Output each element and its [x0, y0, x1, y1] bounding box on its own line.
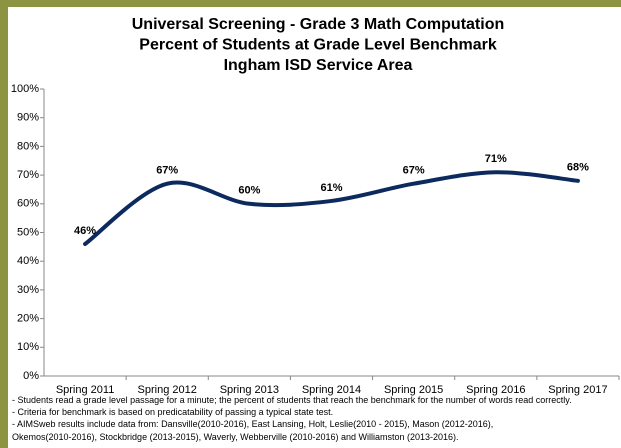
y-tick-label: 0%	[23, 370, 39, 382]
chart-title: Universal Screening - Grade 3 Math Compu…	[132, 16, 505, 33]
data-label: 46%	[74, 225, 96, 237]
data-label: 60%	[238, 185, 260, 197]
y-tick-label: 70%	[17, 169, 39, 181]
y-tick-label: 60%	[17, 198, 39, 210]
y-tick-label: 10%	[17, 341, 39, 353]
left-border	[0, 0, 8, 448]
note: - AIMSweb results include data from: Dan…	[12, 419, 494, 442]
chart-title: Ingham ISD Service Area	[224, 57, 413, 74]
x-tick-label: Spring 2016	[466, 384, 525, 396]
data-label: 67%	[403, 165, 425, 177]
chart-title: Percent of Students at Grade Level Bench…	[139, 37, 497, 54]
x-tick-label: Spring 2011	[56, 384, 115, 396]
series-line	[83, 170, 580, 246]
x-tick-label: Spring 2012	[138, 384, 197, 396]
y-tick-label: 20%	[17, 313, 39, 325]
data-label: 67%	[156, 165, 178, 177]
notes: - Students read a grade level passage fo…	[12, 394, 572, 443]
top-border	[0, 0, 621, 7]
note: - Students read a grade level passage fo…	[12, 395, 572, 405]
y-tick-label: 100%	[11, 83, 39, 95]
x-tick-label: Spring 2017	[548, 384, 607, 396]
data-label: 61%	[320, 182, 342, 194]
x-tick-label: Spring 2015	[384, 384, 443, 396]
x-tick-label: Spring 2013	[220, 384, 279, 396]
x-tick-label: Spring 2014	[302, 384, 361, 396]
y-tick-label: 50%	[17, 226, 39, 238]
data-label: 71%	[485, 153, 507, 165]
y-tick-label: 80%	[17, 140, 39, 152]
note: - Criteria for benchmark is based on pre…	[12, 407, 334, 418]
data-label: 68%	[567, 162, 589, 174]
y-tick-label: 30%	[17, 284, 39, 296]
y-tick-label: 90%	[17, 112, 39, 124]
y-tick-label: 40%	[17, 255, 39, 267]
